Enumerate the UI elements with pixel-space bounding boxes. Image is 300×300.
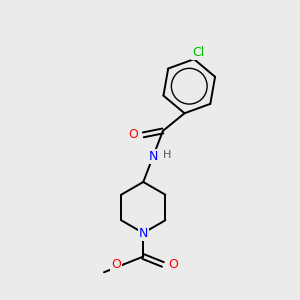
Text: O: O bbox=[111, 258, 121, 271]
Text: N: N bbox=[139, 226, 148, 239]
Text: O: O bbox=[128, 128, 138, 141]
Text: O: O bbox=[168, 258, 178, 271]
Text: N: N bbox=[148, 150, 158, 163]
Text: Cl: Cl bbox=[192, 46, 204, 59]
Text: H: H bbox=[163, 151, 171, 160]
